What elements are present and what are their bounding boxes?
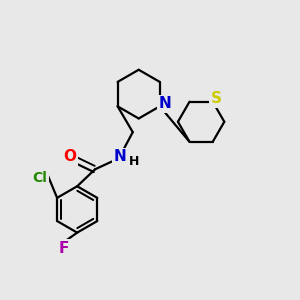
Text: S: S xyxy=(211,91,222,106)
Text: N: N xyxy=(114,149,127,164)
Text: F: F xyxy=(58,241,69,256)
Text: O: O xyxy=(63,149,76,164)
Text: H: H xyxy=(129,155,140,168)
Text: Cl: Cl xyxy=(32,171,47,185)
Text: N: N xyxy=(159,96,172,111)
